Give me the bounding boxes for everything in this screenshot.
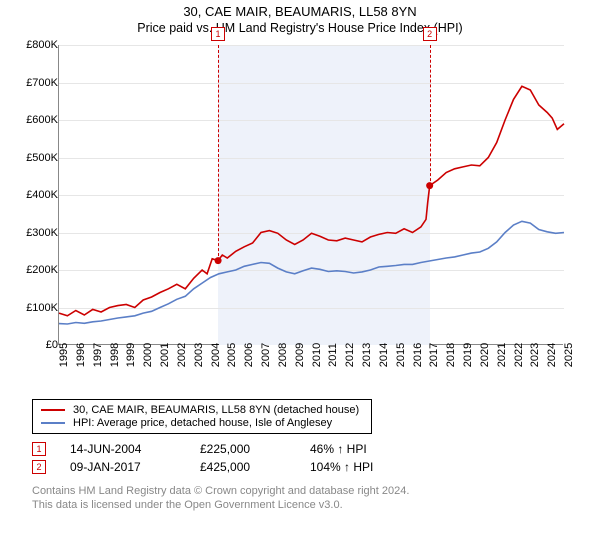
x-tick-label: 2010 <box>311 343 323 367</box>
x-tick-label: 2024 <box>546 343 558 367</box>
x-tick-label: 2009 <box>294 343 306 367</box>
y-tick-label: £800K <box>16 39 58 51</box>
y-tick-label: £400K <box>16 189 58 201</box>
tx-marker: 1 <box>32 442 46 456</box>
page-title: 30, CAE MAIR, BEAUMARIS, LL58 8YN <box>10 4 590 19</box>
footer-line1: Contains HM Land Registry data © Crown c… <box>32 484 590 498</box>
y-tick-label: £100K <box>16 302 58 314</box>
x-tick-label: 2014 <box>378 343 390 367</box>
y-tick-label: £0 <box>16 339 58 351</box>
legend-swatch <box>41 422 65 424</box>
x-tick-label: 2025 <box>563 343 575 367</box>
transaction-row: 2 09-JAN-2017£425,000104% ↑ HPI <box>32 460 590 474</box>
tx-marker: 2 <box>32 460 46 474</box>
x-tick-label: 2000 <box>142 343 154 367</box>
x-tick-label: 2021 <box>496 343 508 367</box>
legend-item: 30, CAE MAIR, BEAUMARIS, LL58 8YN (detac… <box>41 404 363 416</box>
series-line <box>59 221 564 324</box>
x-tick-label: 2005 <box>226 343 238 367</box>
marker-line <box>218 45 219 261</box>
x-tick-label: 2018 <box>445 343 457 367</box>
legend: 30, CAE MAIR, BEAUMARIS, LL58 8YN (detac… <box>32 399 372 434</box>
chart: 12 £0 £100K £200K £300K £400K £500K £600K £700K… <box>10 45 570 393</box>
marker-box: 2 <box>423 27 437 41</box>
x-tick-label: 2017 <box>428 343 440 367</box>
tx-date: 09-JAN-2017 <box>70 460 200 474</box>
x-tick-label: 1996 <box>75 343 87 367</box>
x-tick-label: 2023 <box>529 343 541 367</box>
x-tick-label: 2016 <box>412 343 424 367</box>
x-tick-label: 2015 <box>395 343 407 367</box>
x-tick-label: 2022 <box>513 343 525 367</box>
tx-price: £425,000 <box>200 460 310 474</box>
x-tick-label: 1998 <box>109 343 121 367</box>
x-tick-label: 2002 <box>176 343 188 367</box>
y-tick-label: £700K <box>16 77 58 89</box>
x-tick-label: 2011 <box>327 343 339 367</box>
x-tick-label: 1997 <box>92 343 104 367</box>
x-tick-label: 2001 <box>159 343 171 367</box>
tx-price: £225,000 <box>200 442 310 456</box>
x-tick-label: 2008 <box>277 343 289 367</box>
legend-label: 30, CAE MAIR, BEAUMARIS, LL58 8YN (detac… <box>73 404 359 416</box>
x-tick-label: 2003 <box>193 343 205 367</box>
legend-item: HPI: Average price, detached house, Isle… <box>41 417 363 429</box>
y-tick-label: £600K <box>16 114 58 126</box>
x-tick-label: 2020 <box>479 343 491 367</box>
x-tick-label: 2007 <box>260 343 272 367</box>
plot-area: 12 <box>58 45 563 345</box>
transactions-table: 1 14-JUN-2004£225,00046% ↑ HPI 2 09-JAN-201… <box>32 442 590 474</box>
marker-line <box>430 45 431 186</box>
tx-delta: 104% ↑ HPI <box>310 460 430 474</box>
y-tick-label: £300K <box>16 227 58 239</box>
transaction-row: 1 14-JUN-2004£225,00046% ↑ HPI <box>32 442 590 456</box>
x-tick-label: 2012 <box>344 343 356 367</box>
chart-svg <box>59 45 564 345</box>
marker-box: 1 <box>211 27 225 41</box>
footer-line2: This data is licensed under the Open Gov… <box>32 498 590 512</box>
x-tick-label: 2006 <box>243 343 255 367</box>
page-subtitle: Price paid vs. HM Land Registry's House … <box>10 21 590 35</box>
x-tick-label: 1999 <box>125 343 137 367</box>
x-tick-label: 2004 <box>210 343 222 367</box>
legend-label: HPI: Average price, detached house, Isle… <box>73 417 332 429</box>
tx-date: 14-JUN-2004 <box>70 442 200 456</box>
legend-swatch <box>41 409 65 411</box>
footer: Contains HM Land Registry data © Crown c… <box>32 484 590 513</box>
tx-delta: 46% ↑ HPI <box>310 442 430 456</box>
y-tick-label: £200K <box>16 264 58 276</box>
x-tick-label: 2013 <box>361 343 373 367</box>
series-line <box>59 86 564 315</box>
x-tick-label: 2019 <box>462 343 474 367</box>
y-tick-label: £500K <box>16 152 58 164</box>
x-tick-label: 1995 <box>58 343 70 367</box>
